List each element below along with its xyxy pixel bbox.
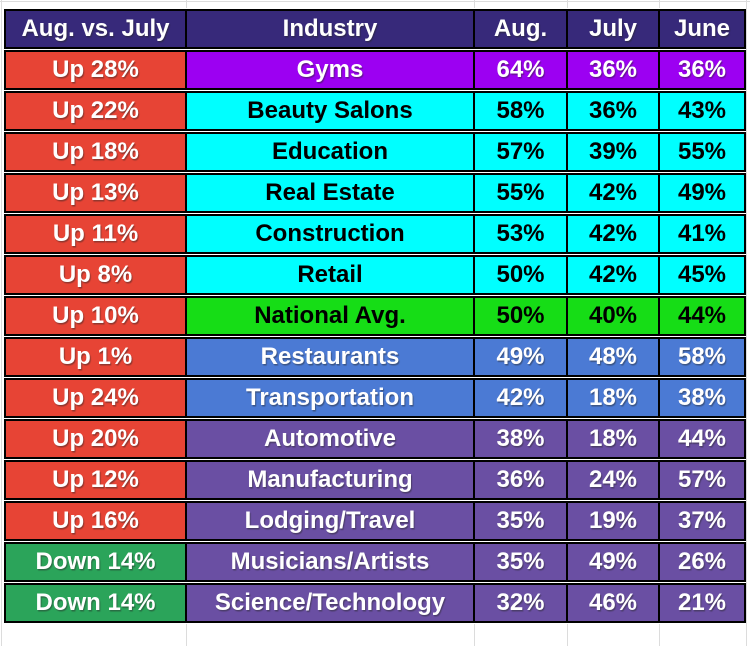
table-row: Up 20% Automotive 38% 18% 44% — [4, 419, 746, 459]
cell-june[interactable]: 55% — [659, 132, 746, 172]
table-row: Up 12% Manufacturing 36% 24% 57% — [4, 460, 746, 500]
cell-july[interactable]: 39% — [567, 132, 659, 172]
cell-aug[interactable]: 42% — [474, 378, 567, 418]
cell-change[interactable]: Up 10% — [4, 296, 186, 336]
cell-aug[interactable]: 53% — [474, 214, 567, 254]
cell-june[interactable]: 43% — [659, 91, 746, 131]
cell-july[interactable]: 18% — [567, 419, 659, 459]
cell-july[interactable]: 46% — [567, 583, 659, 623]
cell-change[interactable]: Up 16% — [4, 501, 186, 541]
header-june[interactable]: June — [659, 9, 746, 49]
cell-change[interactable]: Up 13% — [4, 173, 186, 213]
cell-change[interactable]: Up 20% — [4, 419, 186, 459]
cell-june[interactable]: 37% — [659, 501, 746, 541]
cell-june[interactable]: 49% — [659, 173, 746, 213]
cell-aug[interactable]: 57% — [474, 132, 567, 172]
cell-industry[interactable]: Lodging/Travel — [186, 501, 474, 541]
table-row: Up 22% Beauty Salons 58% 36% 43% — [4, 91, 746, 131]
cell-aug[interactable]: 58% — [474, 91, 567, 131]
table-row: Up 11% Construction 53% 42% 41% — [4, 214, 746, 254]
cell-industry[interactable]: Automotive — [186, 419, 474, 459]
header-industry[interactable]: Industry — [186, 9, 474, 49]
cell-june[interactable]: 21% — [659, 583, 746, 623]
cell-change[interactable]: Up 8% — [4, 255, 186, 295]
cell-aug[interactable]: 50% — [474, 255, 567, 295]
cell-change[interactable]: Up 22% — [4, 91, 186, 131]
cell-july[interactable]: 36% — [567, 91, 659, 131]
cell-change[interactable]: Down 14% — [4, 542, 186, 582]
table-row: Up 28% Gyms 64% 36% 36% — [4, 50, 746, 90]
cell-industry[interactable]: Manufacturing — [186, 460, 474, 500]
table-body: Up 28% Gyms 64% 36% 36% Up 22% Beauty Salons 58… — [4, 50, 746, 623]
cell-aug[interactable]: 50% — [474, 296, 567, 336]
table-row: Up 1% Restaurants 49% 48% 58% — [4, 337, 746, 377]
cell-july[interactable]: 19% — [567, 501, 659, 541]
table-header: Aug. vs. July Industry Aug. July June — [4, 9, 746, 49]
table-row: Up 10% National Avg. 50% 40% 44% — [4, 296, 746, 336]
table-row: Down 14% Musicians/Artists 35% 49% 26% — [4, 542, 746, 582]
table-row: Up 24% Transportation 42% 18% 38% — [4, 378, 746, 418]
cell-july[interactable]: 42% — [567, 214, 659, 254]
cell-aug[interactable]: 55% — [474, 173, 567, 213]
cell-industry[interactable]: Transportation — [186, 378, 474, 418]
cell-june[interactable]: 45% — [659, 255, 746, 295]
cell-july[interactable]: 42% — [567, 173, 659, 213]
table-row: Up 8% Retail 50% 42% 45% — [4, 255, 746, 295]
cell-industry[interactable]: Education — [186, 132, 474, 172]
sheet-gridline — [0, 1, 750, 2]
cell-industry[interactable]: Retail — [186, 255, 474, 295]
cell-june[interactable]: 57% — [659, 460, 746, 500]
cell-aug[interactable]: 32% — [474, 583, 567, 623]
cell-july[interactable]: 48% — [567, 337, 659, 377]
header-row: Aug. vs. July Industry Aug. July June — [4, 9, 746, 49]
table-row: Down 14% Science/Technology 32% 46% 21% — [4, 583, 746, 623]
sheet-gridline — [746, 0, 747, 646]
cell-july[interactable]: 42% — [567, 255, 659, 295]
cell-june[interactable]: 26% — [659, 542, 746, 582]
cell-change[interactable]: Up 28% — [4, 50, 186, 90]
cell-aug[interactable]: 49% — [474, 337, 567, 377]
cell-change[interactable]: Up 12% — [4, 460, 186, 500]
cell-july[interactable]: 36% — [567, 50, 659, 90]
table-row: Up 18% Education 57% 39% 55% — [4, 132, 746, 172]
cell-industry[interactable]: Real Estate — [186, 173, 474, 213]
industry-recovery-table: Aug. vs. July Industry Aug. July June Up… — [4, 8, 746, 624]
table-row: Up 13% Real Estate 55% 42% 49% — [4, 173, 746, 213]
cell-industry[interactable]: National Avg. — [186, 296, 474, 336]
cell-aug[interactable]: 36% — [474, 460, 567, 500]
cell-june[interactable]: 44% — [659, 296, 746, 336]
cell-change[interactable]: Up 1% — [4, 337, 186, 377]
cell-june[interactable]: 58% — [659, 337, 746, 377]
cell-july[interactable]: 49% — [567, 542, 659, 582]
header-july[interactable]: July — [567, 9, 659, 49]
cell-july[interactable]: 24% — [567, 460, 659, 500]
cell-industry[interactable]: Musicians/Artists — [186, 542, 474, 582]
cell-july[interactable]: 18% — [567, 378, 659, 418]
cell-industry[interactable]: Construction — [186, 214, 474, 254]
cell-change[interactable]: Up 18% — [4, 132, 186, 172]
sheet-gridline — [1, 0, 2, 646]
cell-change[interactable]: Up 24% — [4, 378, 186, 418]
cell-july[interactable]: 40% — [567, 296, 659, 336]
cell-june[interactable]: 36% — [659, 50, 746, 90]
cell-industry[interactable]: Science/Technology — [186, 583, 474, 623]
cell-aug[interactable]: 35% — [474, 542, 567, 582]
header-aug-vs-july[interactable]: Aug. vs. July — [4, 9, 186, 49]
cell-industry[interactable]: Gyms — [186, 50, 474, 90]
cell-june[interactable]: 41% — [659, 214, 746, 254]
cell-industry[interactable]: Restaurants — [186, 337, 474, 377]
cell-june[interactable]: 38% — [659, 378, 746, 418]
cell-june[interactable]: 44% — [659, 419, 746, 459]
table-row: Up 16% Lodging/Travel 35% 19% 37% — [4, 501, 746, 541]
cell-aug[interactable]: 64% — [474, 50, 567, 90]
cell-change[interactable]: Up 11% — [4, 214, 186, 254]
header-aug[interactable]: Aug. — [474, 9, 567, 49]
cell-industry[interactable]: Beauty Salons — [186, 91, 474, 131]
cell-aug[interactable]: 35% — [474, 501, 567, 541]
cell-aug[interactable]: 38% — [474, 419, 567, 459]
cell-change[interactable]: Down 14% — [4, 583, 186, 623]
